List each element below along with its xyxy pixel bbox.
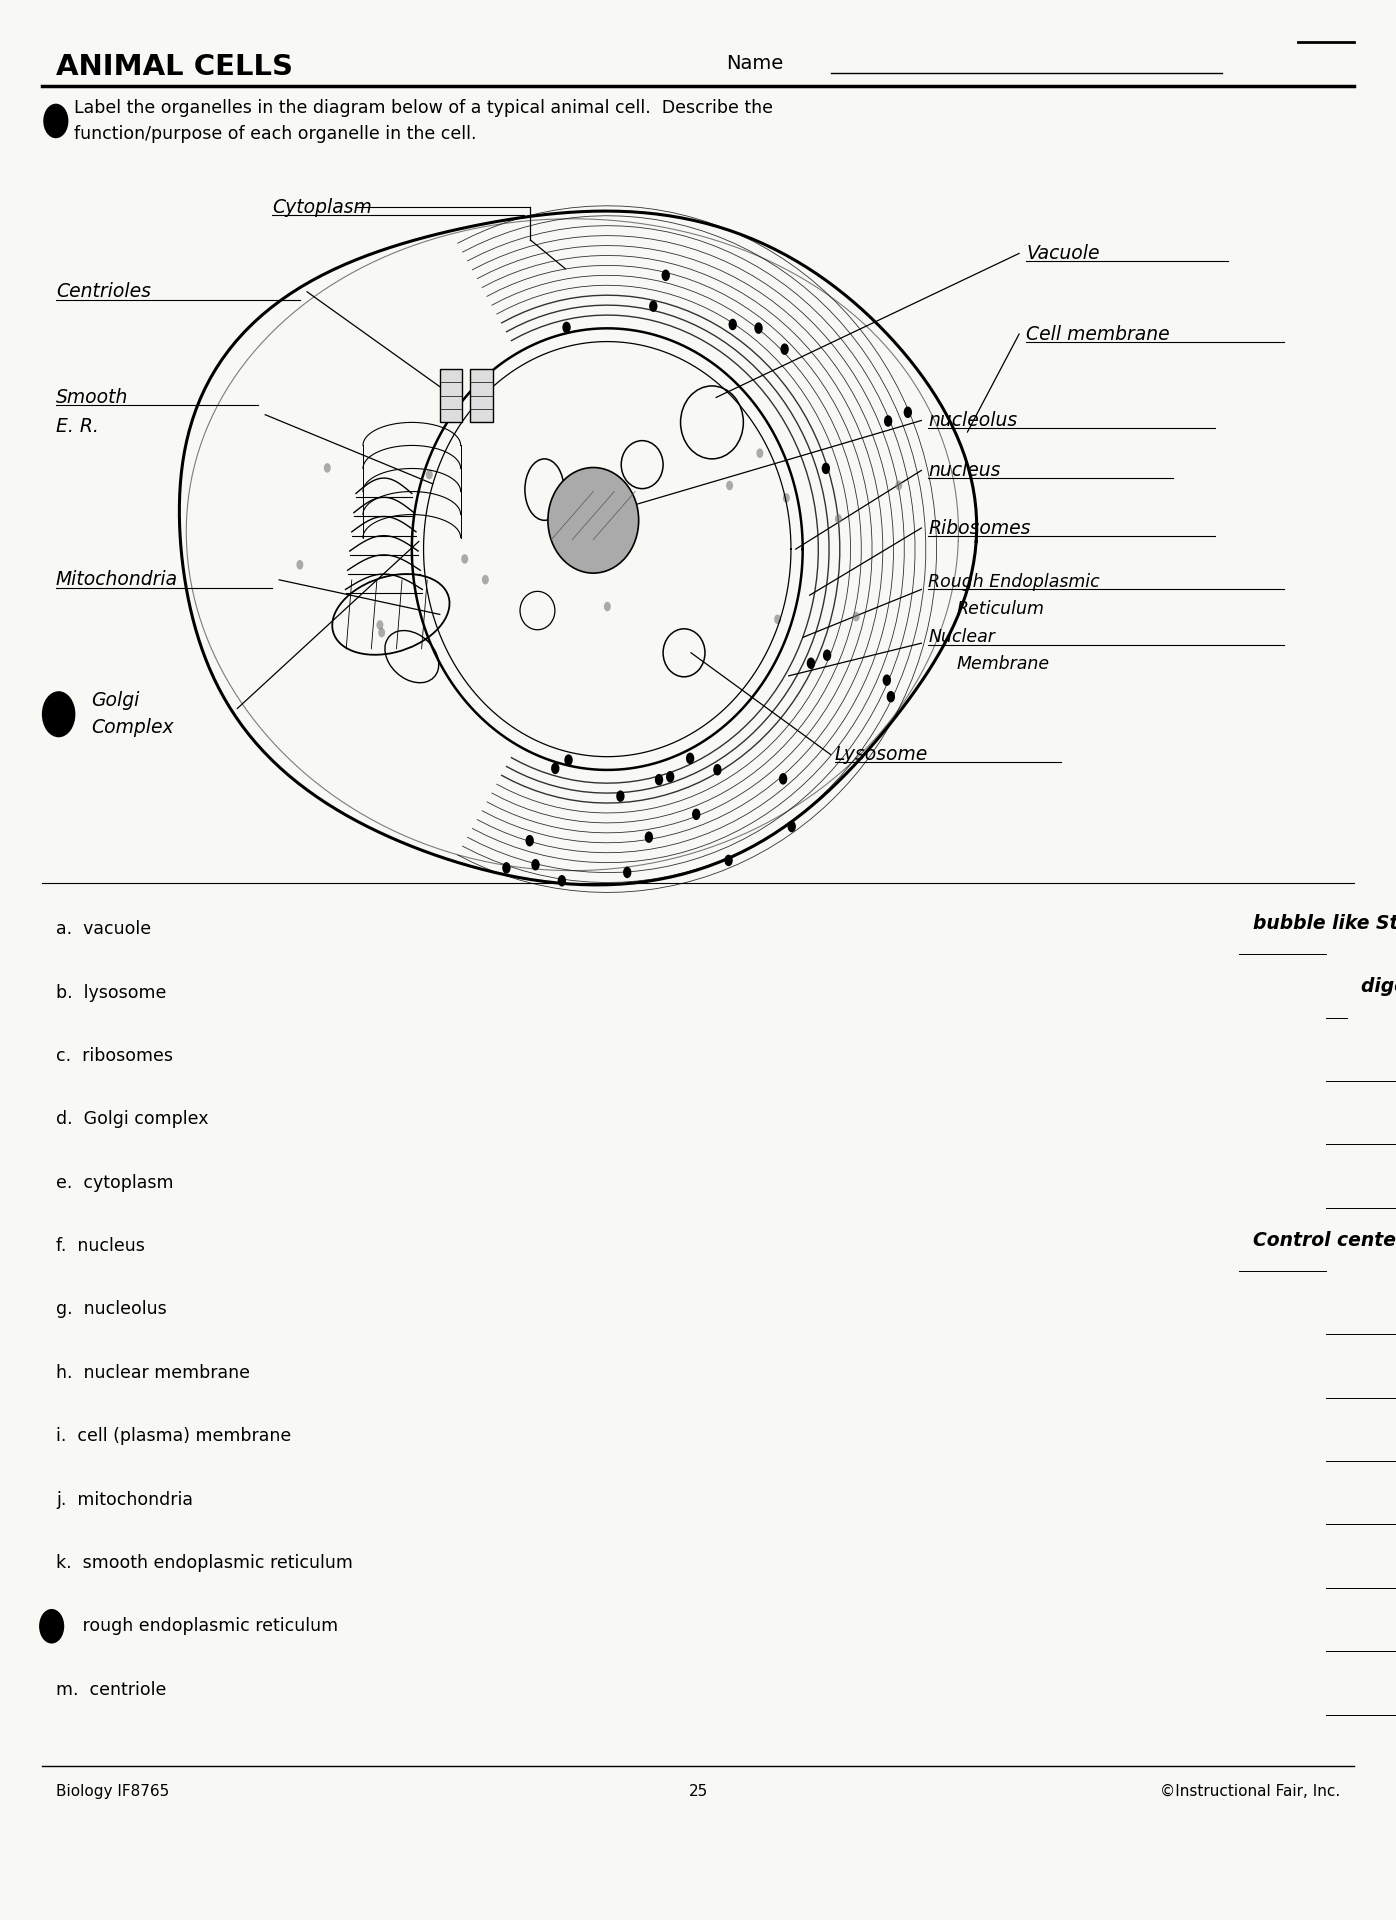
Text: Control center of the cell: Control center of the cell (1252, 1231, 1396, 1250)
Text: Biology IF8765: Biology IF8765 (56, 1784, 169, 1799)
Text: digests large Particles: digests large Particles (1361, 977, 1396, 996)
Circle shape (623, 866, 631, 877)
FancyBboxPatch shape (440, 369, 462, 422)
Circle shape (503, 862, 511, 874)
Text: Label the organelles in the diagram below of a typical animal cell.  Describe th: Label the organelles in the diagram belo… (74, 98, 773, 117)
Circle shape (779, 774, 787, 785)
Circle shape (757, 449, 764, 459)
Circle shape (461, 555, 468, 564)
Text: Reticulum: Reticulum (956, 599, 1044, 618)
Text: b.  lysosome: b. lysosome (56, 983, 166, 1002)
Circle shape (296, 561, 303, 570)
Circle shape (725, 854, 733, 866)
Text: g.  nucleolus: g. nucleolus (56, 1300, 166, 1319)
Circle shape (551, 762, 560, 774)
FancyBboxPatch shape (470, 369, 493, 422)
Text: Cell membrane: Cell membrane (1026, 324, 1170, 344)
Text: e.  cytoplasm: e. cytoplasm (56, 1173, 173, 1192)
Text: i.  cell (plasma) membrane: i. cell (plasma) membrane (56, 1427, 292, 1446)
Ellipse shape (547, 468, 638, 572)
Text: Rough Endoplasmic: Rough Endoplasmic (928, 572, 1100, 591)
Circle shape (903, 407, 912, 419)
Circle shape (482, 574, 489, 584)
Text: Lysosome: Lysosome (835, 745, 928, 764)
Text: bubble like Storage Structure: bubble like Storage Structure (1252, 914, 1396, 933)
Circle shape (43, 104, 68, 138)
Text: rough endoplasmic reticulum: rough endoplasmic reticulum (77, 1617, 338, 1636)
Text: function/purpose of each organelle in the cell.: function/purpose of each organelle in th… (74, 125, 476, 144)
Circle shape (783, 493, 790, 503)
Text: Nuclear: Nuclear (928, 628, 995, 647)
Text: Vacuole: Vacuole (1026, 244, 1100, 263)
Circle shape (884, 415, 892, 426)
Text: Mitochondria: Mitochondria (56, 570, 177, 589)
Text: k.  smooth endoplasmic reticulum: k. smooth endoplasmic reticulum (56, 1553, 353, 1572)
Circle shape (616, 791, 624, 803)
Circle shape (835, 515, 842, 524)
Circle shape (645, 831, 653, 843)
Circle shape (378, 628, 385, 637)
Circle shape (822, 649, 831, 660)
Circle shape (692, 808, 701, 820)
Circle shape (649, 300, 658, 311)
Circle shape (853, 612, 860, 622)
Circle shape (780, 344, 789, 355)
Circle shape (713, 764, 722, 776)
Circle shape (563, 323, 571, 334)
Circle shape (787, 820, 796, 831)
Text: f.  nucleus: f. nucleus (56, 1236, 145, 1256)
Text: 25: 25 (688, 1784, 708, 1799)
Text: Name: Name (726, 54, 783, 73)
Circle shape (775, 614, 782, 624)
Text: Ribosomes: Ribosomes (928, 518, 1030, 538)
Circle shape (807, 657, 815, 668)
Text: c.  ribosomes: c. ribosomes (56, 1046, 173, 1066)
Circle shape (895, 480, 902, 490)
Circle shape (662, 269, 670, 280)
Circle shape (532, 858, 540, 870)
Circle shape (882, 674, 891, 685)
Text: Smooth: Smooth (56, 388, 128, 407)
Text: Centrioles: Centrioles (56, 282, 151, 301)
Circle shape (426, 470, 433, 480)
Circle shape (666, 772, 674, 783)
Circle shape (886, 691, 895, 703)
Circle shape (822, 463, 831, 474)
Circle shape (377, 620, 384, 630)
Text: h.  nuclear membrane: h. nuclear membrane (56, 1363, 250, 1382)
Text: Complex: Complex (91, 718, 173, 737)
Circle shape (754, 323, 762, 334)
Circle shape (604, 601, 611, 611)
Circle shape (39, 1609, 64, 1644)
Circle shape (655, 774, 663, 785)
Text: Membrane: Membrane (956, 655, 1050, 674)
Text: ©Instructional Fair, Inc.: ©Instructional Fair, Inc. (1160, 1784, 1340, 1799)
Circle shape (685, 753, 694, 764)
Circle shape (324, 463, 331, 472)
Text: j.  mitochondria: j. mitochondria (56, 1490, 193, 1509)
Text: Golgi: Golgi (91, 691, 140, 710)
Text: nucleus: nucleus (928, 461, 1001, 480)
Text: E. R.: E. R. (56, 417, 99, 436)
Text: a.  vacuole: a. vacuole (56, 920, 151, 939)
Circle shape (525, 835, 533, 847)
Text: m.  centriole: m. centriole (56, 1680, 166, 1699)
Text: ANIMAL CELLS: ANIMAL CELLS (56, 54, 293, 81)
Circle shape (42, 691, 75, 737)
Text: d.  Golgi complex: d. Golgi complex (56, 1110, 208, 1129)
Circle shape (729, 319, 737, 330)
Circle shape (564, 755, 572, 766)
Text: Cytoplasm: Cytoplasm (272, 198, 371, 217)
Circle shape (557, 876, 565, 887)
Text: nucleolus: nucleolus (928, 411, 1018, 430)
Circle shape (726, 480, 733, 490)
